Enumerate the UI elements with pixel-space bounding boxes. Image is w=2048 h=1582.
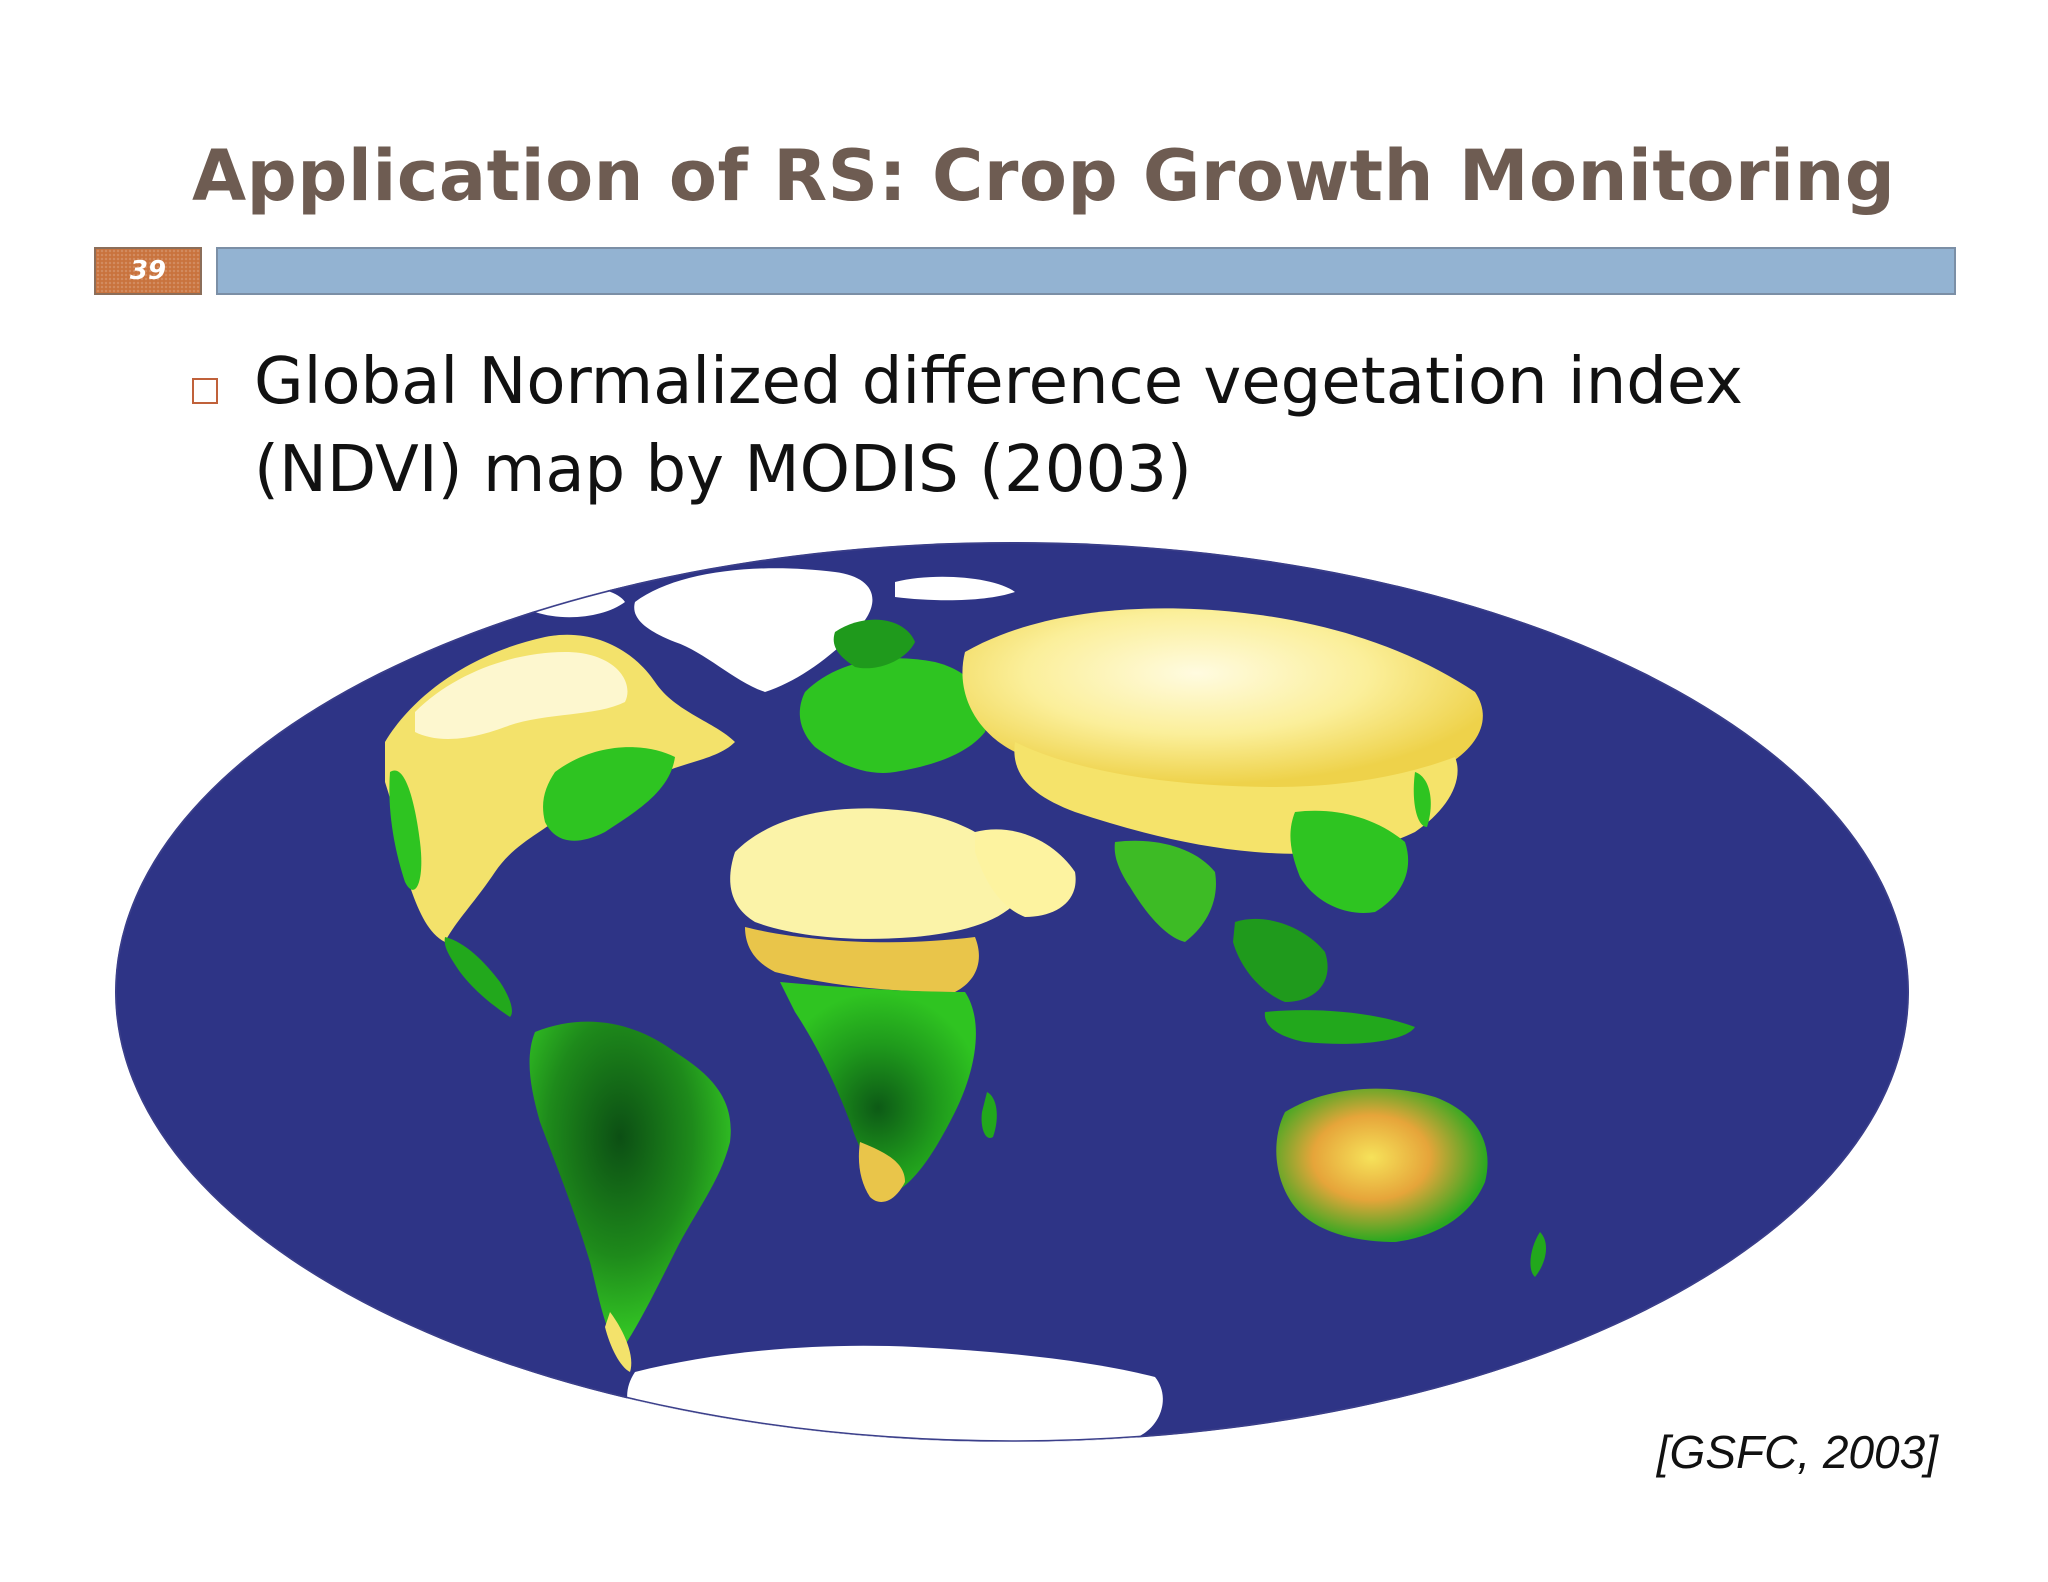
slide-number-badge: 39	[94, 247, 202, 295]
arctic-islands	[535, 576, 1015, 618]
madagascar	[981, 1092, 997, 1138]
australia	[1276, 1088, 1488, 1242]
bullet-text-line-2: (NDVI) map by MODIS (2003)	[254, 433, 1192, 507]
ndvi-map-svg	[115, 542, 1909, 1442]
africa-sahel	[745, 927, 979, 992]
citation: [GSFC, 2003]	[1656, 1426, 1938, 1478]
africa-central	[780, 982, 976, 1192]
antarctica	[627, 1345, 1163, 1442]
indonesia	[1264, 1010, 1415, 1044]
bullet-text: Global Normalized difference vegetation …	[254, 338, 1794, 514]
asia-north	[962, 608, 1483, 794]
north-america-east-forest	[543, 747, 675, 841]
ndvi-world-map	[115, 542, 1910, 1442]
africa-south	[858, 1142, 905, 1202]
new-zealand	[1530, 1232, 1547, 1277]
north-america-north	[415, 652, 628, 739]
scandinavia	[833, 619, 915, 669]
europe	[799, 658, 988, 773]
square-bullet-icon	[192, 378, 218, 404]
south-asia	[1114, 840, 1216, 942]
japan	[1413, 772, 1431, 827]
greenland	[634, 568, 873, 692]
southeast-asia	[1233, 918, 1328, 1002]
slide-title: Application of RS: Crop Growth Monitorin…	[192, 135, 1896, 217]
bullet-text-line-1: Global Normalized difference vegetation …	[254, 345, 1743, 419]
south-america	[529, 1021, 731, 1352]
east-asia	[1290, 810, 1409, 913]
north-america-west-coast	[389, 770, 422, 890]
africa-sahara	[730, 808, 1025, 939]
central-america	[444, 937, 512, 1017]
arabia	[975, 829, 1076, 917]
patagonia	[605, 1312, 632, 1372]
title-underline-bar	[216, 247, 1956, 295]
